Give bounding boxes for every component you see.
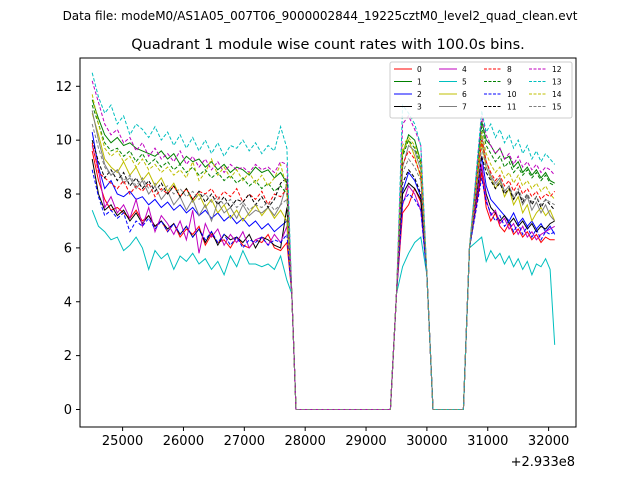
legend-label-8: 8 xyxy=(507,65,512,74)
legend-label-6: 6 xyxy=(462,90,467,99)
y-tick-label: 0 xyxy=(64,403,72,418)
legend-frame xyxy=(389,61,573,119)
y-tick-label: 10 xyxy=(55,134,72,149)
x-tick-label: 26000 xyxy=(163,434,204,449)
series-line-1 xyxy=(91,99,555,410)
x-tick-label: 28000 xyxy=(284,434,325,449)
legend-label-1: 1 xyxy=(417,78,422,87)
legend-label-7: 7 xyxy=(462,103,467,112)
legend-label-11: 11 xyxy=(507,103,517,112)
series-line-3 xyxy=(91,158,555,410)
legend-label-4: 4 xyxy=(462,65,467,74)
series-line-11 xyxy=(91,139,556,410)
legend-label-5: 5 xyxy=(462,78,467,87)
series-line-8 xyxy=(91,139,556,410)
legend-label-13: 13 xyxy=(552,78,562,87)
series-line-9 xyxy=(91,104,555,410)
x-tick-label: 30000 xyxy=(406,434,447,449)
plot-lines xyxy=(91,72,556,410)
y-tick-label: 8 xyxy=(64,188,72,203)
y-tick-label: 12 xyxy=(55,80,72,95)
y-tick-label: 2 xyxy=(64,349,72,364)
legend-label-0: 0 xyxy=(417,65,422,74)
y-tick-label: 6 xyxy=(64,241,72,256)
series-line-13 xyxy=(91,72,556,410)
legend-label-10: 10 xyxy=(507,90,517,99)
x-tick-label: 29000 xyxy=(345,434,386,449)
legend-label-12: 12 xyxy=(552,65,562,74)
legend-label-3: 3 xyxy=(417,103,422,112)
x-axis: 25000 26000 27000 28000 29000 30000 31000 32000 xyxy=(102,427,569,449)
series-group xyxy=(91,72,556,410)
legend-label-15: 15 xyxy=(552,103,562,112)
legend-label-2: 2 xyxy=(417,90,422,99)
legend-label-14: 14 xyxy=(552,90,562,99)
x-tick-label: 25000 xyxy=(102,434,143,449)
legend-label-9: 9 xyxy=(507,78,512,87)
chart-title: Quadrant 1 module wise count rates with … xyxy=(131,37,525,53)
x-tick-label: 31000 xyxy=(467,434,508,449)
y-tick-label: 4 xyxy=(64,295,72,310)
series-line-15 xyxy=(91,123,555,410)
suptitle: Data file: modeM0/AS1A05_007T06_90000028… xyxy=(63,9,578,23)
series-line-10 xyxy=(91,169,555,410)
x-tick-label: 27000 xyxy=(224,434,265,449)
series-line-5 xyxy=(91,210,556,410)
x-offset-label: +2.933e8 xyxy=(511,455,575,470)
series-line-12 xyxy=(91,80,556,410)
axes-frame xyxy=(79,57,577,428)
series-line-14 xyxy=(91,94,556,410)
x-tick-label: 32000 xyxy=(528,434,569,449)
y-axis: 0 2 4 6 8 10 12 xyxy=(55,80,80,418)
